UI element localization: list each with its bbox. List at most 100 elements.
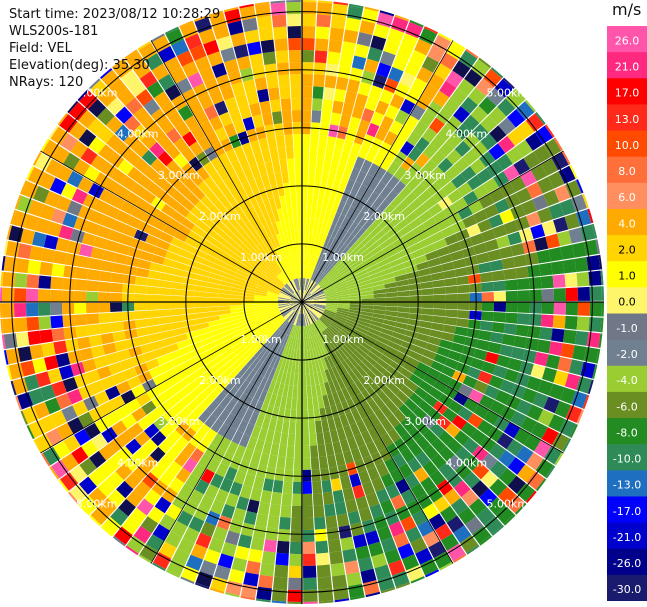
velocity-gate xyxy=(134,302,147,311)
velocity-gate xyxy=(311,287,323,296)
velocity-gate xyxy=(484,351,500,365)
velocity-gate xyxy=(372,195,385,209)
velocity-gate xyxy=(206,287,219,294)
velocity-gate xyxy=(127,422,144,438)
velocity-gate xyxy=(257,501,271,516)
velocity-gate xyxy=(166,429,182,445)
velocity-gate xyxy=(50,126,69,146)
velocity-gate xyxy=(316,320,325,332)
velocity-gate xyxy=(178,248,193,259)
velocity-gate xyxy=(249,219,260,232)
velocity-gate xyxy=(310,445,319,458)
velocity-gate xyxy=(110,312,123,323)
velocity-gate xyxy=(428,386,443,401)
velocity-gate xyxy=(283,286,294,295)
velocity-gate xyxy=(303,278,307,291)
velocity-gate xyxy=(173,362,188,374)
velocity-gate xyxy=(192,404,206,418)
velocity-gate xyxy=(369,208,382,222)
velocity-gate xyxy=(505,290,518,302)
velocity-gate xyxy=(5,240,21,257)
velocity-gate xyxy=(297,302,302,314)
velocity-gate xyxy=(227,355,240,367)
velocity-gate xyxy=(258,280,270,288)
velocity-gate xyxy=(184,356,199,368)
velocity-gate xyxy=(67,417,84,434)
velocity-gate xyxy=(306,206,312,219)
velocity-gate xyxy=(453,392,469,406)
velocity-gate xyxy=(255,513,269,528)
velocity-gate xyxy=(382,350,396,361)
velocity-gate xyxy=(200,120,215,136)
velocity-gate xyxy=(315,158,324,172)
velocity-gate xyxy=(241,259,254,270)
velocity-gate xyxy=(200,195,214,209)
velocity-gate xyxy=(419,27,438,45)
velocity-gate xyxy=(372,395,386,409)
velocity-gate xyxy=(303,553,316,566)
velocity-gate xyxy=(317,359,325,372)
velocity-gate xyxy=(307,325,312,338)
velocity-gate xyxy=(184,115,200,131)
velocity-gate xyxy=(182,131,197,147)
velocity-gate xyxy=(134,431,151,447)
velocity-gate xyxy=(330,404,340,418)
velocity-gate xyxy=(407,318,421,327)
velocity-gate xyxy=(373,293,386,298)
velocity-gate xyxy=(290,302,302,307)
velocity-gate xyxy=(446,471,463,488)
velocity-gate xyxy=(468,389,484,404)
velocity-gate xyxy=(404,211,419,224)
velocity-gate xyxy=(438,141,455,158)
velocity-gate xyxy=(548,203,565,220)
velocity-gate xyxy=(498,117,516,136)
velocity-gate xyxy=(280,359,287,372)
velocity-gate xyxy=(270,328,280,340)
velocity-gate xyxy=(115,380,131,395)
velocity-gate xyxy=(181,374,196,387)
velocity-gate xyxy=(334,282,347,289)
velocity-gate xyxy=(149,262,163,273)
velocity-gate xyxy=(250,536,265,551)
velocity-gate xyxy=(220,276,234,284)
velocity-gate xyxy=(181,351,196,362)
velocity-gate xyxy=(176,339,190,350)
velocity-gate xyxy=(262,112,274,126)
velocity-gate xyxy=(291,505,302,518)
velocity-gate xyxy=(390,16,409,33)
velocity-gate xyxy=(357,557,374,572)
velocity-gate xyxy=(441,365,456,378)
velocity-gate xyxy=(236,406,248,420)
velocity-gate xyxy=(171,380,186,394)
velocity-gate xyxy=(367,163,380,178)
colorbar-swatch xyxy=(607,418,647,445)
velocity-gate xyxy=(304,337,308,350)
velocity-gate xyxy=(299,254,302,267)
velocity-gate xyxy=(246,355,257,368)
velocity-gate xyxy=(552,315,566,329)
velocity-gate xyxy=(463,132,480,149)
velocity-gate xyxy=(20,410,28,425)
velocity-gate xyxy=(194,109,209,126)
velocity-gate xyxy=(390,395,404,409)
velocity-gate xyxy=(226,205,239,219)
velocity-gate xyxy=(337,299,350,302)
velocity-gate xyxy=(298,361,302,374)
velocity-gate xyxy=(199,377,213,391)
velocity-gate xyxy=(197,181,211,195)
velocity-gate xyxy=(289,62,302,75)
velocity-gate xyxy=(325,306,338,312)
velocity-gate xyxy=(196,322,210,330)
velocity-gate xyxy=(110,292,123,302)
velocity-gate xyxy=(194,285,208,292)
velocity-gate xyxy=(14,194,22,210)
velocity-gate xyxy=(213,24,230,40)
velocity-gate xyxy=(209,587,225,594)
velocity-gate xyxy=(431,322,445,332)
velocity-gate xyxy=(274,344,283,357)
velocity-gate xyxy=(286,311,295,322)
velocity-gate xyxy=(302,457,311,470)
velocity-gate xyxy=(513,158,531,176)
velocity-gate xyxy=(380,499,395,515)
velocity-gate xyxy=(393,166,408,181)
